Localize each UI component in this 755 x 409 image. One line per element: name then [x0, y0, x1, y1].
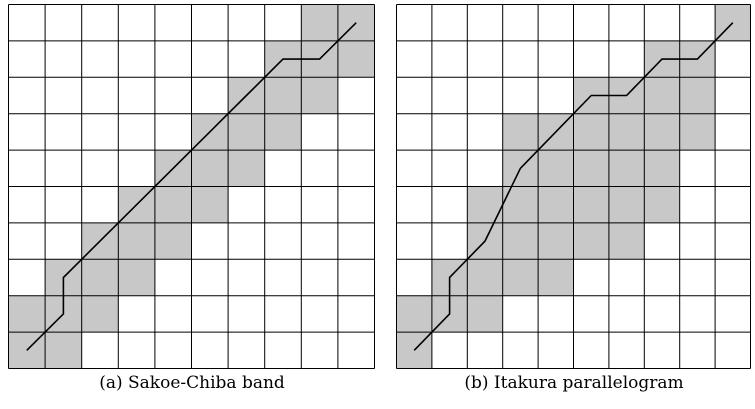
- band-cell: [608, 186, 645, 223]
- band-cell: [154, 222, 192, 260]
- band-cell: [679, 77, 716, 114]
- band-cell: [502, 113, 539, 151]
- band-cell: [502, 259, 539, 296]
- band-cell: [301, 4, 338, 41]
- band-cell: [538, 222, 574, 260]
- band-cell: [396, 295, 432, 333]
- band-cell: [573, 222, 609, 260]
- band-cell: [118, 259, 155, 296]
- band-cell: [264, 77, 302, 114]
- caption-itakura: (b) Itakura parallelogram: [464, 373, 684, 393]
- band-cell: [81, 259, 119, 296]
- band-cell: [228, 150, 265, 187]
- band-cell: [502, 222, 539, 260]
- itakura-panel: (b) Itakura parallelogram: [396, 4, 752, 409]
- band-cell: [644, 186, 680, 223]
- band-cell: [467, 295, 503, 333]
- band-cell: [644, 113, 680, 151]
- band-cell: [608, 150, 645, 187]
- band-cell: [264, 113, 302, 151]
- band-cell: [608, 113, 645, 151]
- band-cell: [538, 259, 574, 296]
- band-cell: [573, 186, 609, 223]
- band-cell: [191, 150, 229, 187]
- band-cell: [679, 113, 716, 151]
- band-cell: [608, 222, 645, 260]
- band-cell: [45, 332, 82, 369]
- band-cell: [538, 186, 574, 223]
- band-cell: [467, 259, 503, 296]
- warping-path: [413, 22, 734, 351]
- band-cell: [118, 222, 155, 260]
- band-cell: [8, 295, 46, 333]
- itakura-grid: [396, 4, 751, 369]
- band-cell: [573, 150, 609, 187]
- band-cell: [301, 77, 338, 114]
- band-cell: [337, 40, 375, 78]
- sakoe-chiba-panel: (a) Sakoe-Chiba band: [8, 4, 376, 409]
- sakoe-chiba-grid: [8, 4, 375, 369]
- band-cell: [191, 186, 229, 223]
- warping-path: [26, 22, 357, 351]
- band-cell: [154, 186, 192, 223]
- caption-sakoe-chiba: (a) Sakoe-Chiba band: [99, 373, 285, 393]
- band-cell: [644, 150, 680, 187]
- band-cell: [538, 150, 574, 187]
- band-cell: [228, 113, 265, 151]
- band-cell: [81, 295, 119, 333]
- band-cell: [644, 77, 680, 114]
- band-cell: [573, 113, 609, 151]
